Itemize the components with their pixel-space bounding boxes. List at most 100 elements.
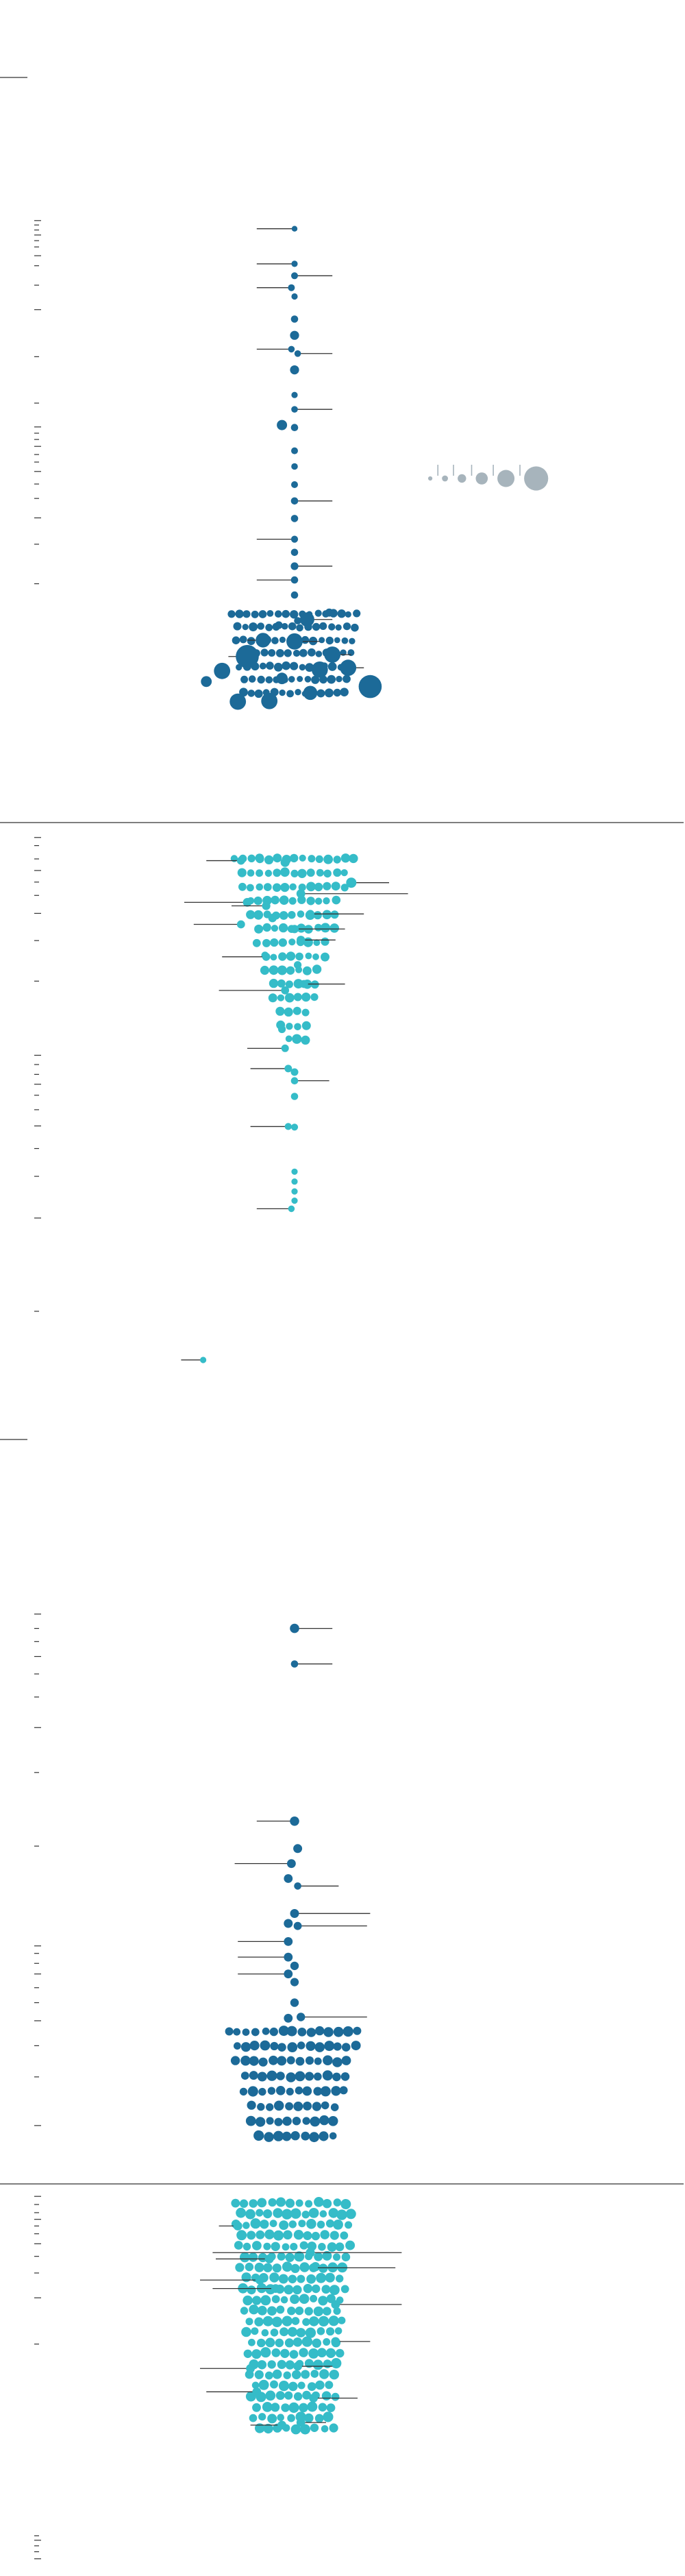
swarm-point bbox=[303, 2283, 313, 2294]
swarm-point bbox=[310, 2370, 319, 2378]
swarm-point bbox=[268, 649, 276, 657]
swarm-point bbox=[315, 2026, 325, 2036]
swarm-point bbox=[292, 2370, 301, 2379]
swarm-point bbox=[290, 2263, 300, 2273]
swarm-point bbox=[263, 2209, 273, 2219]
swarm-point bbox=[270, 2329, 279, 2337]
size-legend-circle bbox=[458, 474, 466, 483]
data-point bbox=[291, 272, 298, 280]
swarm-point bbox=[267, 2360, 276, 2369]
swarm-point bbox=[278, 923, 288, 933]
swarm-point bbox=[272, 2263, 282, 2273]
swarm-point bbox=[303, 2101, 312, 2111]
swarm-point bbox=[336, 2209, 347, 2220]
swarm-point bbox=[268, 993, 277, 1003]
swarm-point bbox=[269, 2027, 278, 2037]
swarm-point bbox=[249, 2056, 259, 2066]
swarm-point bbox=[275, 1006, 285, 1016]
swarm-point bbox=[276, 2197, 286, 2207]
swarm-point bbox=[293, 2230, 304, 2240]
data-point bbox=[299, 612, 314, 627]
data-point bbox=[290, 562, 299, 570]
data-point bbox=[290, 1978, 299, 1986]
swarm-point bbox=[334, 637, 340, 644]
swarm-point bbox=[335, 2348, 345, 2358]
swarm-point bbox=[321, 2391, 332, 2401]
data-point bbox=[271, 2284, 280, 2294]
data-point bbox=[296, 889, 306, 899]
swarm-point bbox=[290, 853, 299, 863]
swarm-point bbox=[288, 2381, 298, 2392]
swarm-point bbox=[301, 2336, 313, 2347]
swarm-point bbox=[306, 2219, 316, 2229]
data-point bbox=[290, 1093, 299, 1100]
swarm-point bbox=[325, 2272, 335, 2283]
swarm-point bbox=[273, 2230, 284, 2241]
data-point bbox=[290, 497, 299, 505]
data-point bbox=[291, 226, 298, 232]
swarm-point bbox=[285, 2360, 295, 2370]
swarm-point bbox=[332, 2057, 342, 2067]
swarm-point bbox=[290, 2131, 300, 2141]
data-point bbox=[290, 1660, 299, 1668]
swarm-point bbox=[292, 1006, 301, 1015]
swarm-point bbox=[291, 2317, 300, 2325]
swarm-point bbox=[332, 895, 341, 905]
swarm-point bbox=[254, 924, 264, 934]
swarm-point bbox=[312, 2102, 322, 2111]
swarm-point bbox=[296, 2328, 306, 2337]
swarm-point bbox=[284, 993, 295, 1003]
swarm-point bbox=[269, 2220, 277, 2228]
swarm-point bbox=[337, 609, 346, 618]
swarm-point bbox=[327, 2116, 338, 2126]
data-point bbox=[286, 633, 303, 650]
swarm-point bbox=[329, 923, 340, 933]
swarm-point bbox=[252, 2241, 262, 2250]
swarm-point bbox=[303, 2231, 312, 2240]
swarm-point bbox=[249, 2199, 258, 2208]
swarm-point bbox=[318, 2316, 329, 2326]
swarm-point bbox=[314, 2414, 324, 2423]
swarm-point bbox=[345, 2209, 356, 2220]
swarm-point bbox=[293, 2101, 303, 2111]
swarm-point bbox=[297, 868, 307, 879]
swarm-point bbox=[302, 966, 312, 975]
swarm-point bbox=[351, 2041, 361, 2051]
swarm-point bbox=[247, 690, 256, 697]
swarm-point bbox=[273, 853, 282, 863]
swarm-point bbox=[296, 624, 303, 632]
swarm-point bbox=[280, 867, 290, 877]
swarm-point bbox=[323, 2338, 331, 2346]
swarm-point bbox=[286, 951, 296, 961]
swarm-point bbox=[248, 675, 256, 683]
data-point bbox=[290, 315, 299, 323]
swarm-point bbox=[298, 2220, 306, 2228]
swarm-point bbox=[295, 2199, 303, 2207]
swarm-point bbox=[270, 953, 277, 961]
data-point bbox=[297, 2013, 306, 2021]
data-point bbox=[276, 672, 288, 685]
swarm-point bbox=[322, 2250, 332, 2261]
swarm-point bbox=[326, 2403, 336, 2413]
data-point bbox=[294, 961, 302, 969]
swarm-point bbox=[314, 2042, 325, 2052]
swarm-point bbox=[317, 2348, 327, 2358]
swarm-point bbox=[242, 2028, 250, 2037]
swarm-point bbox=[312, 2359, 323, 2370]
swarm-point bbox=[257, 2071, 267, 2082]
swarm-point bbox=[253, 896, 262, 906]
swarm-point bbox=[230, 2056, 240, 2065]
swarm-point bbox=[277, 2359, 286, 2369]
swarm-point bbox=[256, 869, 264, 877]
swarm-point bbox=[323, 882, 332, 890]
swarm-point bbox=[295, 689, 301, 696]
data-point bbox=[277, 420, 288, 430]
swarm-point bbox=[342, 675, 351, 683]
swarm-point bbox=[329, 2285, 340, 2296]
swarm-point bbox=[282, 2131, 292, 2141]
swarm-point bbox=[290, 2424, 301, 2435]
swarm-point bbox=[306, 882, 316, 892]
swarm-point bbox=[333, 2042, 342, 2051]
swarm-point bbox=[274, 2117, 283, 2126]
swarm-point bbox=[313, 2072, 322, 2081]
